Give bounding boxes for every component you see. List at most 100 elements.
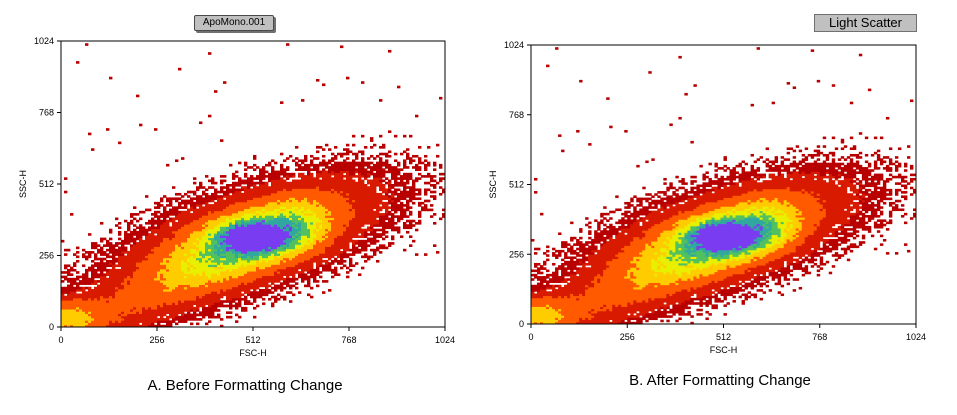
heatmap-cell [331, 242, 335, 245]
heatmap-cell [73, 264, 77, 268]
heatmap-cell [247, 257, 251, 261]
heatmap-cell [247, 289, 251, 292]
heatmap-cell [112, 271, 116, 274]
heatmap-cell [370, 221, 374, 225]
heatmap-cell [163, 239, 167, 243]
heatmap-cell [358, 172, 362, 176]
heatmap-cell [241, 230, 245, 234]
heatmap-cell [244, 163, 248, 167]
heatmap-cell [142, 259, 146, 263]
heatmap-cell [301, 181, 305, 185]
heatmap-cell [223, 190, 227, 194]
heatmap-cell [238, 161, 242, 165]
heatmap-cell [301, 172, 305, 176]
heatmap-cell [283, 184, 287, 187]
heatmap-cell [319, 199, 323, 203]
heatmap-cell [166, 199, 170, 203]
heatmap-cell [202, 311, 206, 314]
heatmap-cell [139, 304, 143, 308]
heatmap-cell [214, 206, 218, 209]
heatmap-cell [118, 251, 122, 254]
heatmap-cell [298, 275, 302, 279]
heatmap-cell [112, 262, 116, 265]
heatmap-cell [268, 268, 272, 272]
panel-b-title[interactable]: Light Scatter [814, 14, 917, 32]
heatmap-cell [262, 181, 266, 185]
heatmap-cell [304, 221, 308, 225]
heatmap-cell [277, 264, 281, 268]
heatmap-cell [271, 248, 275, 252]
heatmap-cell [265, 190, 269, 194]
heatmap-cell [139, 313, 143, 317]
heatmap-cell [304, 199, 308, 203]
heatmap-cell [70, 295, 74, 299]
heatmap-cell [70, 306, 74, 310]
heatmap-cell [289, 224, 293, 227]
heatmap-cell [106, 322, 110, 326]
heatmap-cell [217, 284, 221, 288]
heatmap-cell [73, 302, 77, 306]
heatmap-cell [133, 275, 137, 279]
heatmap-cell [325, 219, 329, 223]
heatmap-cell [289, 262, 293, 265]
heatmap-cell [199, 221, 203, 225]
heatmap-cell [100, 289, 104, 292]
heatmap-cell [376, 259, 380, 263]
heatmap-cell [256, 244, 260, 247]
heatmap-cell [292, 213, 296, 216]
heatmap-cell [373, 188, 377, 192]
heatmap-cell [214, 230, 218, 234]
heatmap-cell [211, 215, 215, 218]
heatmap-cell [214, 295, 218, 299]
panel-a-title[interactable]: ApoMono.001 [194, 15, 274, 31]
heatmap-cell [322, 266, 326, 270]
heatmap-cell [172, 197, 176, 201]
heatmap-cell [289, 154, 293, 158]
heatmap-cell [187, 304, 191, 308]
heatmap-cell [292, 235, 296, 239]
heatmap-cell [94, 297, 98, 301]
heatmap-cell [136, 280, 140, 283]
heatmap-cell [169, 197, 173, 201]
heatmap-cell [151, 253, 155, 256]
heatmap-cell [166, 286, 170, 290]
heatmap-cell [109, 262, 113, 265]
heatmap-cell [121, 289, 125, 292]
heatmap-cell [133, 251, 137, 254]
heatmap-cell [154, 226, 158, 230]
heatmap-cell [124, 242, 128, 245]
heatmap-cell [331, 233, 335, 236]
heatmap-cell [145, 324, 149, 328]
heatmap-cell [226, 215, 230, 218]
heatmap-cell [256, 217, 260, 221]
heatmap-cell [250, 295, 254, 299]
heatmap-cell [361, 181, 365, 185]
heatmap-cell [274, 275, 278, 279]
heatmap-cell [229, 248, 233, 252]
heatmap-cell [166, 297, 170, 301]
heatmap-cell [349, 186, 353, 189]
heatmap-cell [319, 195, 323, 198]
heatmap-cell [232, 210, 236, 214]
heatmap-cell [187, 253, 191, 256]
heatmap-cell [130, 215, 134, 218]
heatmap-cell [322, 181, 326, 185]
heatmap-cell [145, 221, 149, 225]
heatmap-cell [265, 237, 269, 241]
heatmap-cell [331, 163, 335, 167]
heatmap-cell [175, 291, 179, 294]
heatmap-cell [295, 226, 299, 230]
heatmap-cell [265, 273, 269, 277]
heatmap-cell [73, 311, 77, 314]
heatmap-cell [148, 284, 152, 288]
heatmap-cell [154, 275, 158, 279]
heatmap-cell [295, 181, 299, 185]
heatmap-cell [373, 224, 377, 227]
heatmap-cell [169, 219, 173, 223]
heatmap-cell [250, 273, 254, 277]
heatmap-cell [205, 213, 209, 216]
heatmap-cell [139, 306, 143, 310]
heatmap-cell [145, 195, 149, 198]
heatmap-cell [148, 275, 152, 279]
heatmap-cell [274, 188, 278, 192]
